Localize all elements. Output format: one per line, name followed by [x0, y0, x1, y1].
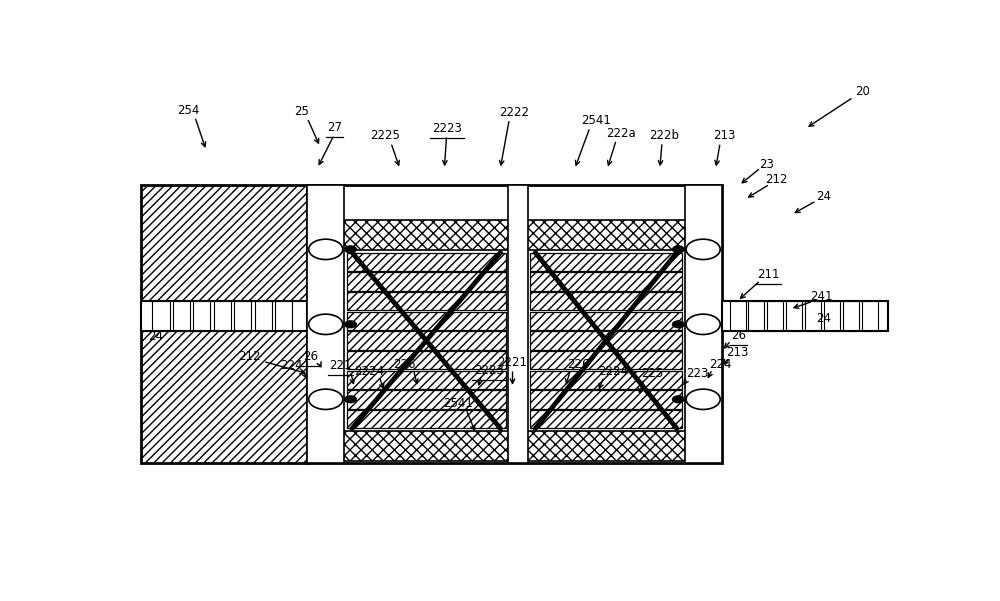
Bar: [214, 301, 231, 331]
Text: 2222: 2222: [499, 106, 529, 120]
Bar: [307, 186, 344, 463]
Bar: [530, 331, 682, 350]
Circle shape: [686, 239, 720, 260]
Bar: [530, 252, 682, 271]
Text: 222a: 222a: [606, 127, 636, 139]
Bar: [347, 410, 506, 429]
Text: 241: 241: [810, 290, 832, 303]
Bar: [347, 331, 506, 350]
Text: 27: 27: [327, 121, 342, 134]
Circle shape: [686, 314, 720, 335]
Bar: [685, 186, 722, 463]
Text: 2224: 2224: [598, 365, 628, 379]
Bar: [347, 351, 506, 370]
Bar: [347, 272, 506, 291]
Bar: [193, 301, 210, 331]
Bar: [722, 301, 888, 331]
Bar: [275, 301, 292, 331]
Text: 24: 24: [817, 312, 832, 325]
Bar: [347, 371, 506, 389]
Circle shape: [344, 246, 357, 253]
Bar: [786, 301, 802, 331]
Bar: [767, 301, 783, 331]
Bar: [255, 301, 272, 331]
Bar: [347, 312, 506, 330]
Bar: [530, 410, 682, 429]
Bar: [843, 301, 859, 331]
Text: 2541: 2541: [581, 114, 611, 127]
Text: 24: 24: [817, 190, 832, 203]
Circle shape: [672, 395, 685, 403]
Text: 213: 213: [726, 346, 748, 359]
Text: 23: 23: [759, 158, 774, 171]
Bar: [530, 292, 682, 310]
Text: 213: 213: [713, 129, 735, 142]
Bar: [530, 391, 682, 409]
Text: 2224: 2224: [354, 365, 384, 379]
Circle shape: [344, 395, 357, 403]
Bar: [309, 431, 719, 461]
Circle shape: [309, 389, 343, 409]
Text: 222b: 222b: [649, 129, 679, 142]
Circle shape: [309, 314, 343, 335]
Bar: [152, 301, 170, 331]
Text: 212: 212: [238, 350, 260, 363]
Text: 254: 254: [177, 103, 200, 117]
Circle shape: [686, 389, 720, 409]
Bar: [530, 272, 682, 291]
Text: 2221: 2221: [498, 356, 528, 369]
Circle shape: [672, 320, 685, 328]
Bar: [140, 301, 307, 331]
Bar: [862, 301, 878, 331]
Text: 24: 24: [148, 331, 164, 343]
Text: 2223: 2223: [474, 364, 504, 377]
Circle shape: [344, 320, 357, 328]
Text: 26: 26: [304, 350, 318, 363]
Bar: [748, 301, 764, 331]
Bar: [530, 312, 682, 330]
Bar: [307, 186, 722, 463]
Text: 221: 221: [329, 359, 352, 373]
Text: 2225: 2225: [370, 129, 400, 142]
Text: 2541: 2541: [443, 397, 473, 409]
Text: 2223: 2223: [432, 122, 462, 135]
Bar: [173, 301, 190, 331]
Bar: [140, 186, 307, 463]
Bar: [347, 292, 506, 310]
Text: 224: 224: [280, 359, 303, 373]
Bar: [730, 301, 746, 331]
Text: 223: 223: [686, 367, 708, 380]
Bar: [805, 301, 821, 331]
Circle shape: [672, 246, 685, 253]
Bar: [234, 301, 251, 331]
Circle shape: [309, 239, 343, 260]
Text: 212: 212: [765, 173, 787, 186]
Bar: [530, 371, 682, 389]
Text: 226: 226: [567, 358, 590, 371]
Bar: [530, 351, 682, 370]
Bar: [347, 252, 506, 271]
Text: 26: 26: [731, 329, 746, 343]
Text: 211: 211: [757, 268, 780, 281]
Text: 224: 224: [709, 358, 731, 371]
Text: 225: 225: [641, 367, 663, 380]
Bar: [309, 220, 719, 250]
Bar: [347, 391, 506, 409]
Bar: [508, 186, 528, 463]
Text: 20: 20: [855, 85, 870, 98]
Bar: [824, 301, 840, 331]
Text: 25: 25: [294, 105, 309, 118]
Text: 226: 226: [393, 358, 415, 371]
